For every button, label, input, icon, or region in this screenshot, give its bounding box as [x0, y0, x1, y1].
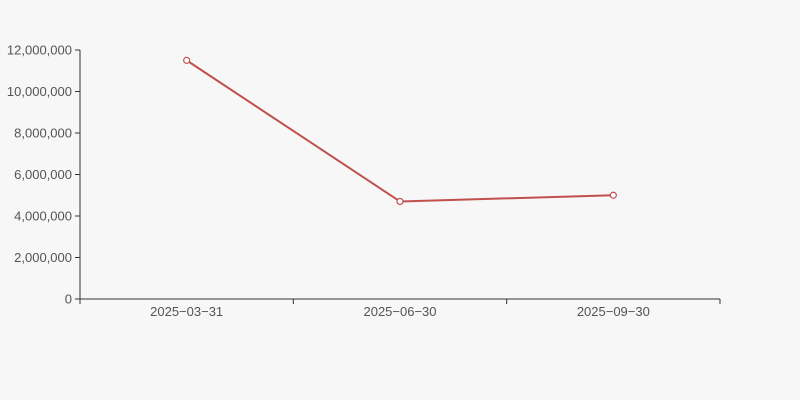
- x-axis-tick-label: 2025−03−31: [150, 304, 223, 319]
- data-point-marker: [609, 191, 617, 199]
- x-axis-tick-label: 2025−06−30: [363, 304, 436, 319]
- data-point-marker: [396, 197, 404, 206]
- y-axis-tick-label: 10,000,000: [7, 84, 72, 99]
- data-point-marker: [183, 56, 191, 64]
- y-axis-tick-label: 2,000,000: [14, 250, 72, 265]
- y-axis-tick-label: 6,000,000: [14, 167, 72, 182]
- x-axis-tick-label: 2025−09−30: [577, 304, 650, 319]
- y-axis-tick-label: 4,000,000: [14, 209, 72, 224]
- y-axis-tick-label: 8,000,000: [14, 126, 72, 141]
- y-axis-tick-label: 12,000,000: [7, 43, 72, 58]
- y-axis-tick-label: 0: [65, 292, 72, 307]
